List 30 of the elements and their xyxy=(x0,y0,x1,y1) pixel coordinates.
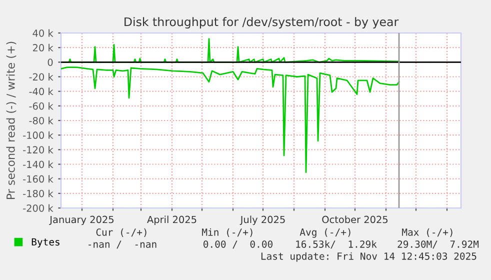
y-tick-label: -120 k xyxy=(23,146,54,154)
y-axis-title: Pr second read (-) / write (+) xyxy=(6,42,16,200)
text: 29.30M/ 7.92M xyxy=(398,240,479,249)
text: Min (-/+) xyxy=(202,228,252,237)
y-tick-label: 40 k xyxy=(32,29,54,37)
y-tick-label: -20 k xyxy=(29,73,54,81)
x-tick-label: October 2025 xyxy=(322,216,388,224)
text: Last update: Fri Nov 14 12:45:03 2025 xyxy=(261,252,476,262)
text: Cur (-/+) xyxy=(96,228,146,237)
text: 16.53k/ 1.29k xyxy=(296,240,377,249)
y-tick-label: -100 k xyxy=(23,131,54,139)
text: Avg (-/+) xyxy=(300,228,350,238)
x-tick-label: January 2025 xyxy=(49,216,114,226)
text: 0.00 / 0.00 xyxy=(204,240,272,249)
text: -nan / -nan xyxy=(88,240,156,249)
chart-title: Disk throughput for /dev/system/root - by year xyxy=(124,17,399,29)
text: Max (-/+) xyxy=(402,228,452,237)
x-tick-label: July 2025 xyxy=(240,216,285,226)
y-tick-label: -140 k xyxy=(23,160,54,168)
y-tick-label: -40 k xyxy=(29,88,54,96)
x-tick-label: April 2025 xyxy=(147,216,196,226)
y-tick-label: -60 k xyxy=(29,102,54,110)
legend-label: Bytes xyxy=(32,238,60,248)
y-tick-label: -160 k xyxy=(23,175,54,183)
line-series xyxy=(61,66,400,173)
y-tick-label: 0 xyxy=(48,58,53,66)
y-tick-label: 20 k xyxy=(32,44,54,52)
y-tick-label: -180 k xyxy=(23,190,54,198)
y-tick-label: -200 k xyxy=(23,204,54,212)
y-tick-label: -80 k xyxy=(29,116,54,124)
